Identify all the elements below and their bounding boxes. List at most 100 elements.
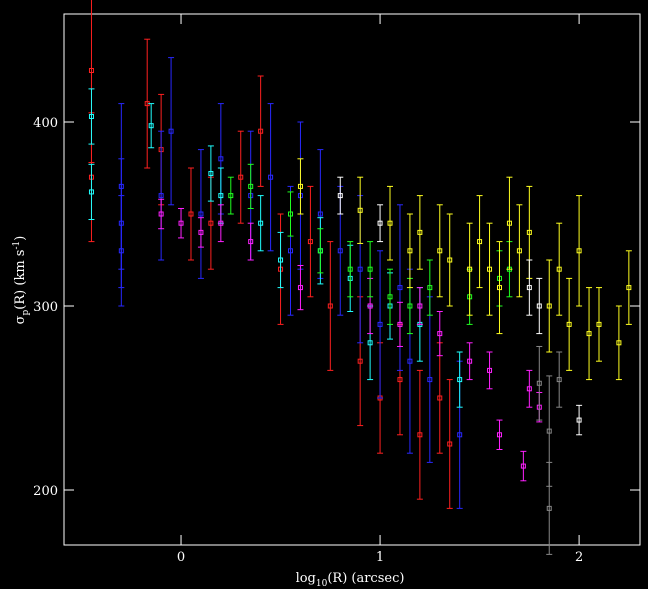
data-point <box>526 285 532 291</box>
y-axis-label: σp(R) (km s-1) <box>12 236 31 325</box>
data-point <box>546 505 552 511</box>
data-point <box>576 417 582 423</box>
data-point <box>188 211 194 217</box>
data-point <box>516 248 522 254</box>
data-point <box>88 113 94 119</box>
data-point <box>228 193 234 199</box>
data-point <box>457 432 463 438</box>
data-point <box>586 331 592 337</box>
x-label-part: log <box>296 571 316 586</box>
data-point <box>616 340 622 346</box>
data-point <box>307 239 313 245</box>
data-point <box>487 367 493 373</box>
data-point <box>347 266 353 272</box>
data-point <box>258 220 264 226</box>
data-point <box>317 211 323 217</box>
data-point <box>536 380 542 386</box>
data-point <box>258 128 264 134</box>
data-point <box>487 266 493 272</box>
data-point <box>397 377 403 383</box>
data-point <box>337 248 343 254</box>
data-point <box>407 248 413 254</box>
y-tick-label: 300 <box>33 300 58 315</box>
data-point <box>357 358 363 364</box>
data-point <box>218 193 224 199</box>
data-point <box>88 189 94 195</box>
data-point <box>526 386 532 392</box>
data-point <box>447 257 453 263</box>
data-point <box>327 303 333 309</box>
data-point <box>278 257 284 263</box>
data-point <box>467 358 473 364</box>
data-point <box>407 358 413 364</box>
data-point <box>437 395 443 401</box>
data-point <box>437 331 443 337</box>
data-point <box>496 285 502 291</box>
data-point <box>367 266 373 272</box>
data-point <box>596 321 602 327</box>
data-point <box>367 340 373 346</box>
data-point <box>506 220 512 226</box>
data-point <box>337 193 343 199</box>
data-point <box>208 220 214 226</box>
data-point <box>377 220 383 226</box>
data-point <box>88 67 94 73</box>
y-label-part: σ <box>13 315 28 324</box>
data-point <box>626 285 632 291</box>
y-label-sup: -1 <box>12 241 22 250</box>
data-point <box>576 248 582 254</box>
data-point <box>417 303 423 309</box>
data-point <box>520 463 526 469</box>
data-point <box>218 156 224 162</box>
data-point <box>417 229 423 235</box>
data-point <box>566 321 572 327</box>
data-point <box>546 303 552 309</box>
x-label-sub: 10 <box>316 579 328 589</box>
data-point <box>248 183 254 189</box>
data-point <box>168 128 174 134</box>
data-point <box>287 248 293 254</box>
data-point <box>377 321 383 327</box>
data-point <box>556 266 562 272</box>
data-point <box>248 239 254 245</box>
data-point <box>387 220 393 226</box>
x-label-part: (R) (arcsec) <box>327 571 404 586</box>
data-point <box>427 377 433 383</box>
x-tick-label: 2 <box>575 550 583 565</box>
data-point <box>357 266 363 272</box>
data-point <box>158 193 164 199</box>
data-point <box>387 294 393 300</box>
data-point <box>546 428 552 434</box>
data-point <box>397 321 403 327</box>
data-point <box>297 183 303 189</box>
data-point <box>148 123 154 129</box>
y-tick-label: 200 <box>33 484 58 499</box>
data-point <box>447 441 453 447</box>
data-point <box>417 432 423 438</box>
data-point <box>268 174 274 180</box>
data-point <box>178 220 184 226</box>
y-label-part: ) <box>13 236 28 241</box>
y-label-sub: p <box>21 309 31 315</box>
data-point <box>357 207 363 213</box>
data-point <box>238 174 244 180</box>
data-point <box>198 211 204 217</box>
data-point <box>457 377 463 383</box>
data-point <box>496 432 502 438</box>
plot-frame <box>63 13 641 546</box>
data-point <box>427 285 433 291</box>
data-point <box>208 171 214 177</box>
data-point <box>467 266 473 272</box>
data-point <box>287 211 293 217</box>
data-point <box>407 303 413 309</box>
y-tick-label: 400 <box>33 116 58 131</box>
data-point <box>536 303 542 309</box>
data-point <box>118 248 124 254</box>
x-tick-label: 1 <box>376 550 384 565</box>
data-point <box>397 285 403 291</box>
data-point <box>218 220 224 226</box>
data-point <box>297 285 303 291</box>
data-point <box>526 229 532 235</box>
x-tick-label: 0 <box>177 550 185 565</box>
